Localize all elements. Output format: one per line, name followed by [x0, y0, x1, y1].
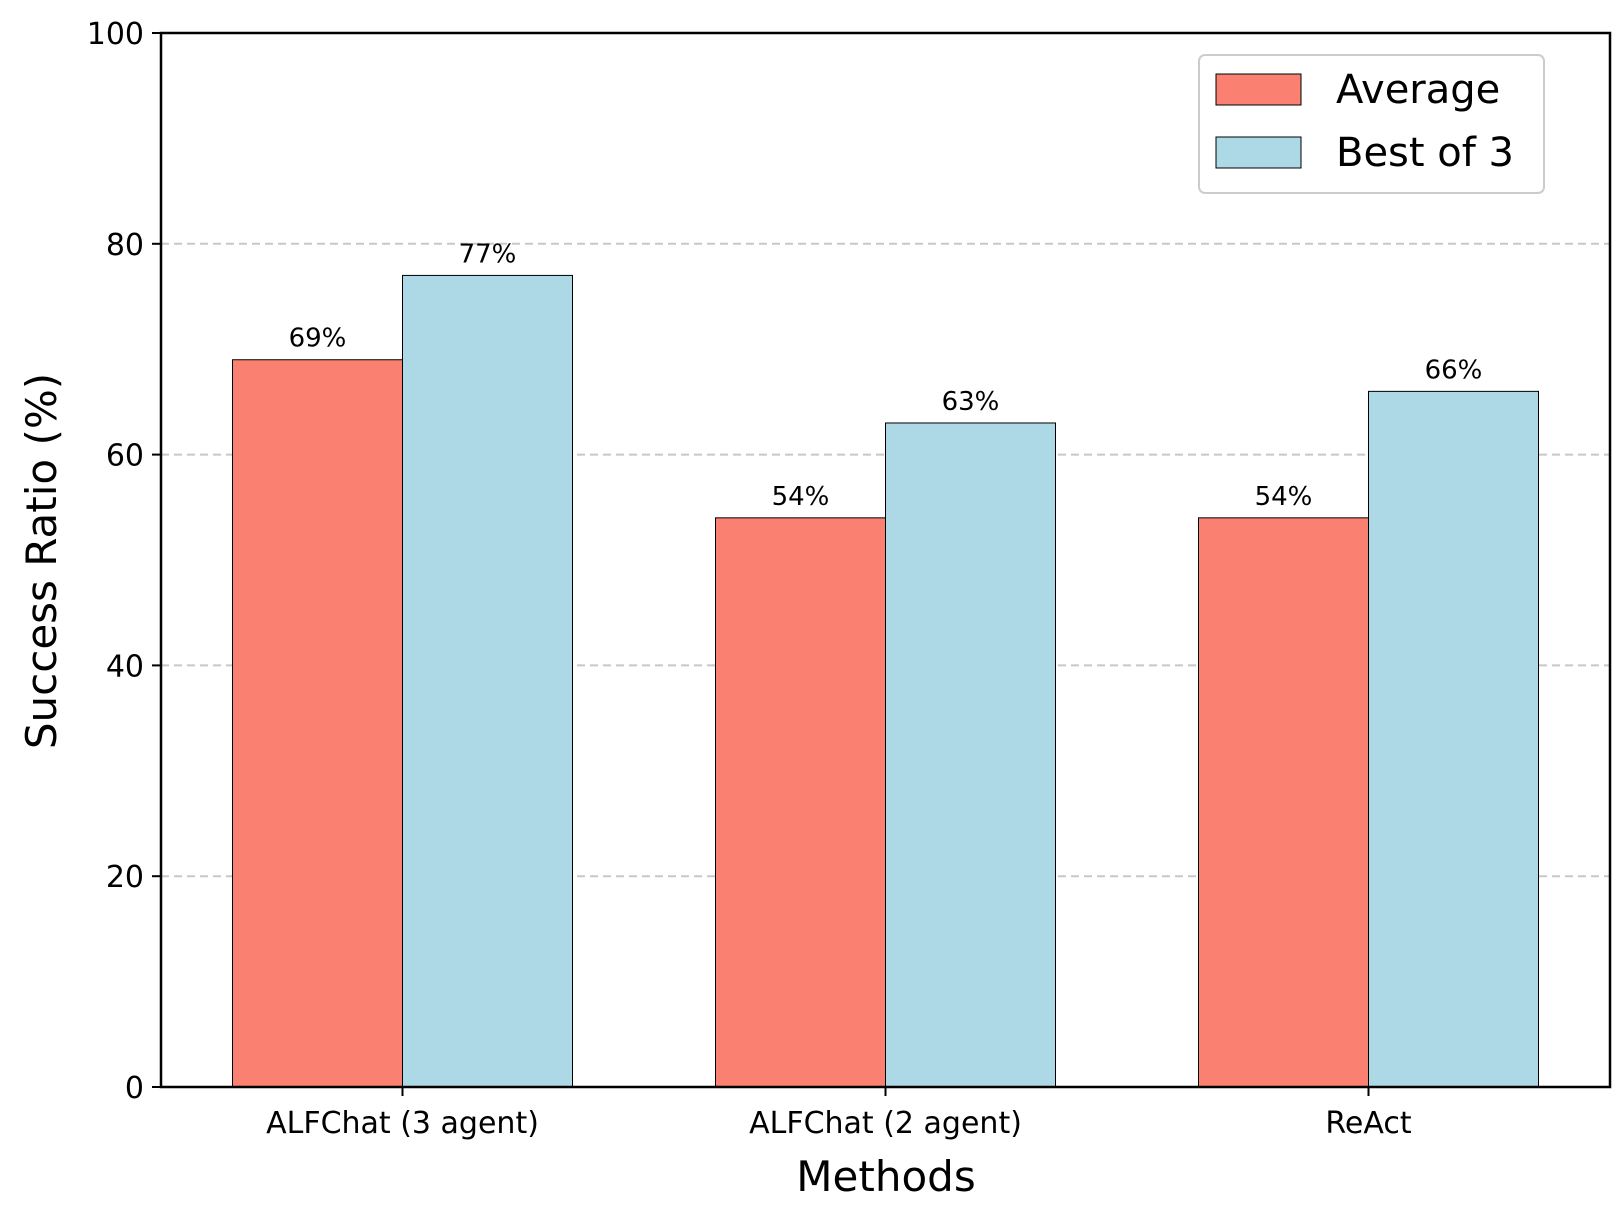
bar-value-label: 54% — [1255, 482, 1313, 512]
legend-swatch-best-of-3 — [1215, 136, 1302, 169]
y-tick-label: 40 — [106, 649, 144, 684]
legend-label-best-of-3: Best of 3 — [1336, 130, 1514, 176]
bar-value-label: 63% — [942, 387, 1000, 417]
legend-swatch-average — [1215, 73, 1302, 106]
y-tick-label: 0 — [125, 1071, 144, 1106]
x-tick-label: ALFChat (2 agent) — [749, 1106, 1022, 1141]
bar-value-label: 69% — [289, 324, 347, 354]
y-tick-label: 80 — [106, 228, 144, 263]
y-tick-label: 60 — [106, 439, 144, 474]
bar-best-of-3 — [402, 274, 573, 1088]
x-tick-label: ReAct — [1325, 1106, 1411, 1141]
y-tick-label: 100 — [87, 17, 144, 52]
y-axis-title: Success Ratio (%) — [17, 373, 66, 749]
x-axis-title: Methods — [796, 1152, 975, 1201]
legend-label-average: Average — [1336, 67, 1500, 113]
y-tick-label: 20 — [106, 860, 144, 895]
bar-average — [1198, 517, 1369, 1088]
bar-average — [232, 359, 403, 1088]
bar-value-label: 54% — [772, 482, 830, 512]
bars-layer — [232, 274, 1539, 1088]
bar-value-label: 77% — [459, 239, 517, 269]
bar-average — [715, 517, 886, 1088]
bar-best-of-3 — [1368, 390, 1539, 1088]
plot-frame — [159, 31, 1612, 1089]
axes-layer — [152, 31, 1612, 1096]
bar-best-of-3 — [885, 422, 1056, 1088]
legend: Average Best of 3 — [1198, 54, 1545, 194]
bar-value-label: 66% — [1425, 355, 1483, 385]
x-tick-label: ALFChat (3 agent) — [266, 1106, 539, 1141]
labels-layer: 69% 77% ALFChat (3 agent) 54% 63% ALFChat (2 … — [87, 17, 1483, 1141]
